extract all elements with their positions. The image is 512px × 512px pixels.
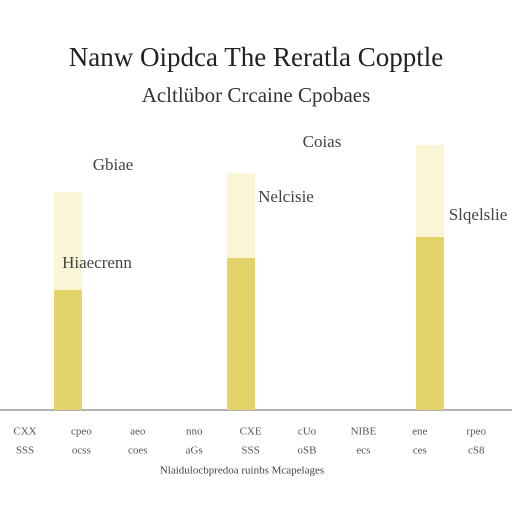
x-tick-sublabel: SSS [241, 445, 259, 457]
bar-segment [54, 192, 82, 290]
x-tick-label: rpeo [466, 426, 486, 438]
annotation: Nelcisie [258, 187, 314, 206]
annotation: Hiaecrenn [62, 253, 132, 272]
x-tick-sublabel: aGs [186, 445, 203, 457]
footer: Nlaidulocbpredoa ruinbs Mcapelages [160, 465, 324, 477]
x-tick-sublabel: oSB [298, 445, 317, 457]
x-tick-sublabel: ecs [356, 445, 370, 457]
chart-subtitle: Acltlübor Crcaine Cpobaes [142, 83, 371, 107]
bar-segment [416, 237, 444, 410]
chart-title: Nanw Oipdca The Reratla Copptle [69, 42, 443, 72]
x-tick-label: aeo [130, 426, 146, 438]
x-tick-label: cpeo [71, 426, 92, 438]
bar-segment [227, 173, 255, 258]
x-tick-sublabel: cS8 [468, 445, 485, 457]
bar-segment [227, 258, 255, 410]
x-tick-label: CXX [13, 426, 36, 438]
x-tick-sublabel: ocss [72, 445, 91, 457]
x-tick-sublabel: ces [413, 445, 427, 457]
x-tick-label: nno [186, 426, 203, 438]
annotation: Coias [303, 132, 342, 151]
annotation: Slqelslie [449, 205, 508, 224]
bar-segment [54, 290, 82, 410]
annotation: Gbiae [93, 155, 134, 174]
x-tick-sublabel: coes [128, 445, 148, 457]
x-tick-label: ene [412, 426, 427, 438]
bar-segment [416, 145, 444, 237]
x-tick-label: cUo [298, 426, 317, 438]
x-tick-label: NIBE [351, 426, 377, 438]
x-tick-label: CXE [240, 426, 262, 438]
x-tick-sublabel: SSS [16, 445, 34, 457]
